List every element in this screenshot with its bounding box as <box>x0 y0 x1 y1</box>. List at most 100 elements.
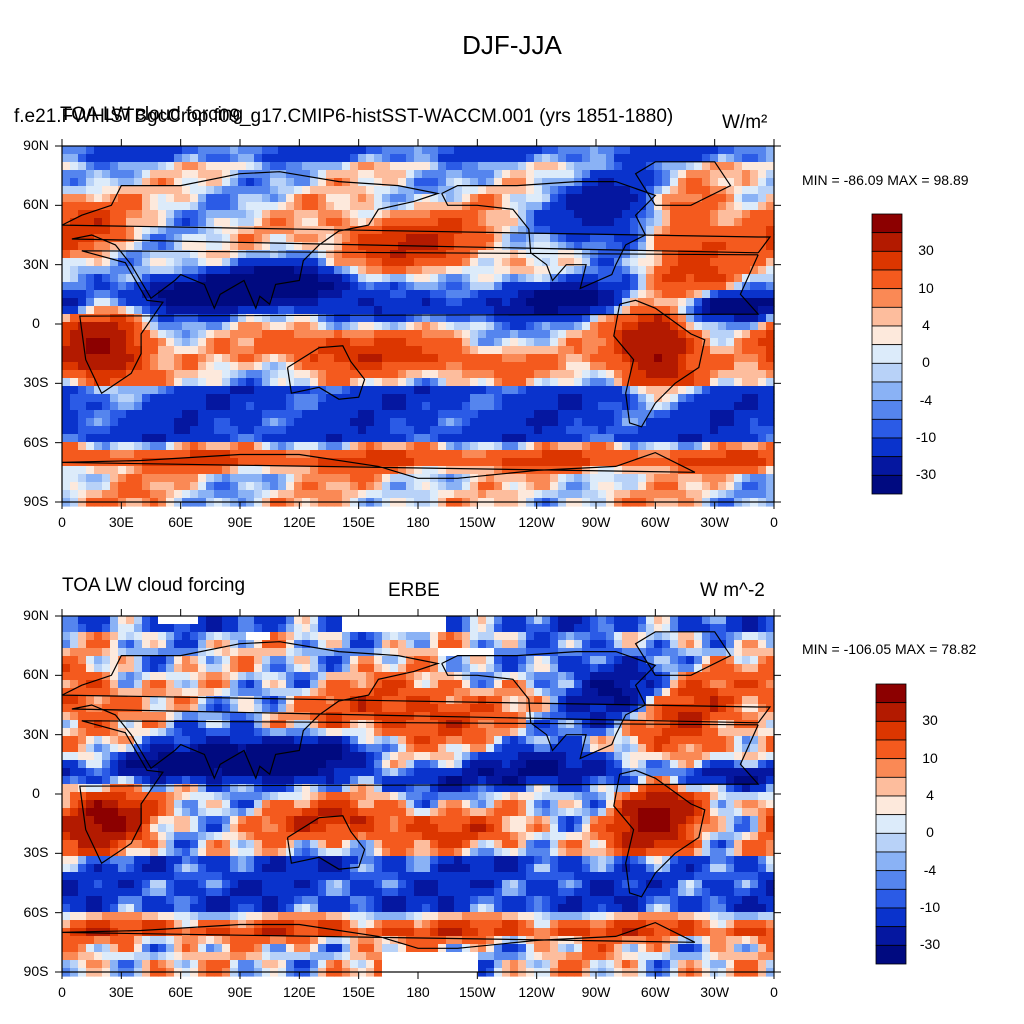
map-cell <box>558 234 567 243</box>
map-cell <box>238 490 247 499</box>
map-cell <box>246 474 255 483</box>
map-cell <box>134 154 143 163</box>
map-cell <box>254 178 263 187</box>
map-cell <box>158 856 167 865</box>
map-cell <box>126 832 135 841</box>
map-cell <box>214 896 223 905</box>
map-cell <box>126 194 135 203</box>
map-cell <box>214 840 223 849</box>
map-cell <box>190 210 199 219</box>
map-cell <box>718 490 727 499</box>
map-cell <box>502 434 511 443</box>
map-cell <box>710 226 719 235</box>
map-cell <box>198 704 207 713</box>
map-cell <box>134 194 143 203</box>
map-cell <box>110 840 119 849</box>
map-cell <box>366 474 375 483</box>
map-cell <box>606 162 615 171</box>
map-cell <box>166 250 175 259</box>
map-cell <box>174 624 183 633</box>
map-cell <box>198 290 207 299</box>
map-cell <box>478 386 487 395</box>
map-cell <box>278 354 287 363</box>
map-cell <box>278 394 287 403</box>
map-cell <box>166 210 175 219</box>
map-cell <box>70 640 79 649</box>
map-cell <box>486 426 495 435</box>
map-cell <box>670 234 679 243</box>
map-cell <box>726 306 735 315</box>
map-cell <box>630 394 639 403</box>
map-cell <box>86 920 95 929</box>
map-cell <box>230 482 239 491</box>
map-cell <box>206 720 215 729</box>
map-cell <box>390 290 399 299</box>
map-cell <box>502 266 511 275</box>
map-cell <box>214 466 223 475</box>
map-cell <box>446 194 455 203</box>
map-cell <box>254 226 263 235</box>
map-cell <box>342 450 351 459</box>
map-cell <box>230 210 239 219</box>
map-cell <box>118 624 127 633</box>
map-cell <box>502 474 511 483</box>
map-cell <box>230 218 239 227</box>
map-cell <box>78 632 87 641</box>
map-cell <box>534 370 543 379</box>
map-cell <box>342 402 351 411</box>
map-cell <box>174 920 183 929</box>
map-cell <box>262 306 271 315</box>
map-cell <box>742 474 751 483</box>
map-cell <box>694 218 703 227</box>
map-cell <box>398 154 407 163</box>
map-cell <box>334 282 343 291</box>
map-cell <box>342 490 351 499</box>
map-cell <box>126 210 135 219</box>
map-cell <box>142 378 151 387</box>
map-cell <box>190 146 199 155</box>
map-cell <box>502 274 511 283</box>
map-cell <box>182 434 191 443</box>
map-cell <box>686 322 695 331</box>
map-cell <box>182 306 191 315</box>
map-cell <box>262 290 271 299</box>
map-cell <box>86 378 95 387</box>
map-cell <box>70 648 79 657</box>
map-cell <box>110 728 119 737</box>
map-cell <box>430 354 439 363</box>
map-cell <box>62 776 71 785</box>
map-cell <box>166 426 175 435</box>
map-cell <box>678 466 687 475</box>
map-cell <box>654 426 663 435</box>
map-cell <box>686 442 695 451</box>
map-cell <box>62 744 71 753</box>
map-cell <box>686 258 695 267</box>
map-cell <box>262 402 271 411</box>
map-cell <box>62 474 71 483</box>
map-cell <box>654 210 663 219</box>
map-cell <box>406 266 415 275</box>
map-cell <box>726 346 735 355</box>
map-cell <box>726 490 735 499</box>
map-cell <box>726 218 735 227</box>
map-cell <box>662 434 671 443</box>
map-cell <box>150 752 159 761</box>
map-cell <box>390 338 399 347</box>
map-cell <box>614 482 623 491</box>
map-cell <box>478 418 487 427</box>
map-cell <box>166 744 175 753</box>
map-cell <box>374 154 383 163</box>
map-cell <box>366 250 375 259</box>
map-cell <box>198 378 207 387</box>
map-cell <box>62 178 71 187</box>
map-cell <box>134 728 143 737</box>
map-cell <box>102 776 111 785</box>
map-cell <box>238 314 247 323</box>
map-cell <box>118 322 127 331</box>
map-cell <box>742 338 751 347</box>
map-cell <box>510 450 519 459</box>
map-cell <box>670 242 679 251</box>
map-cell <box>126 234 135 243</box>
map-cell <box>126 354 135 363</box>
map-cell <box>142 154 151 163</box>
